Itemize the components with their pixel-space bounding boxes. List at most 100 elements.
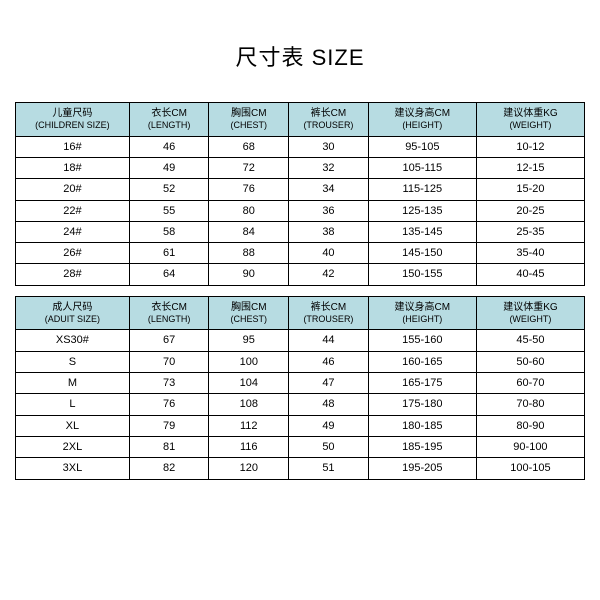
- table-row: L7610848175-18070-80: [16, 394, 585, 415]
- table-cell: M: [16, 373, 130, 394]
- table-cell: 108: [209, 394, 289, 415]
- table-cell: 112: [209, 415, 289, 436]
- table-cell: 145-150: [368, 243, 476, 264]
- table-cell: 155-160: [368, 330, 476, 351]
- table-cell: 25-35: [476, 221, 584, 242]
- table-cell: 22#: [16, 200, 130, 221]
- children-header-row: 儿童尺码(CHILDREN SIZE) 衣长CM(LENGTH) 胸围CM(CH…: [16, 103, 585, 137]
- col-length: 衣长CM(LENGTH): [129, 103, 209, 137]
- table-cell: 34: [289, 179, 369, 200]
- table-cell: 12-15: [476, 157, 584, 178]
- table-cell: 44: [289, 330, 369, 351]
- table-cell: 61: [129, 243, 209, 264]
- table-cell: 68: [209, 136, 289, 157]
- table-cell: 73: [129, 373, 209, 394]
- table-cell: 79: [129, 415, 209, 436]
- col-children-size: 儿童尺码(CHILDREN SIZE): [16, 103, 130, 137]
- table-cell: XS30#: [16, 330, 130, 351]
- table-cell: 90: [209, 264, 289, 285]
- col-length: 衣长CM(LENGTH): [129, 296, 209, 330]
- children-body: 16#46683095-10510-1218#497232105-11512-1…: [16, 136, 585, 285]
- table-cell: 185-195: [368, 436, 476, 457]
- table-cell: 70: [129, 351, 209, 372]
- table-cell: S: [16, 351, 130, 372]
- table-cell: 52: [129, 179, 209, 200]
- table-cell: 46: [129, 136, 209, 157]
- table-cell: 36: [289, 200, 369, 221]
- table-row: XS30#679544155-16045-50: [16, 330, 585, 351]
- table-cell: 51: [289, 458, 369, 479]
- table-cell: 45-50: [476, 330, 584, 351]
- table-cell: 76: [209, 179, 289, 200]
- table-cell: 95-105: [368, 136, 476, 157]
- table-cell: 55: [129, 200, 209, 221]
- col-adult-size: 成人尺码(ADUIT SIZE): [16, 296, 130, 330]
- page-title: 尺寸表 SIZE: [235, 40, 364, 72]
- table-cell: 120: [209, 458, 289, 479]
- table-cell: 49: [289, 415, 369, 436]
- table-cell: 10-12: [476, 136, 584, 157]
- col-weight: 建议体重KG(WEIGHT): [476, 103, 584, 137]
- col-chest: 胸围CM(CHEST): [209, 103, 289, 137]
- table-cell: XL: [16, 415, 130, 436]
- table-cell: 95: [209, 330, 289, 351]
- table-cell: 28#: [16, 264, 130, 285]
- table-cell: 105-115: [368, 157, 476, 178]
- adult-size-table: 成人尺码(ADUIT SIZE) 衣长CM(LENGTH) 胸围CM(CHEST…: [15, 296, 585, 480]
- table-row: S7010046160-16550-60: [16, 351, 585, 372]
- table-cell: 76: [129, 394, 209, 415]
- table-cell: 16#: [16, 136, 130, 157]
- table-cell: L: [16, 394, 130, 415]
- table-cell: 195-205: [368, 458, 476, 479]
- col-trouser: 裤长CM(TROUSER): [289, 296, 369, 330]
- table-cell: 67: [129, 330, 209, 351]
- table-row: 22#558036125-13520-25: [16, 200, 585, 221]
- table-cell: 135-145: [368, 221, 476, 242]
- table-cell: 50-60: [476, 351, 584, 372]
- table-row: 26#618840145-15035-40: [16, 243, 585, 264]
- table-cell: 150-155: [368, 264, 476, 285]
- table-row: 20#527634115-12515-20: [16, 179, 585, 200]
- table-cell: 125-135: [368, 200, 476, 221]
- table-cell: 80: [209, 200, 289, 221]
- table-cell: 48: [289, 394, 369, 415]
- table-cell: 40-45: [476, 264, 584, 285]
- table-row: 2XL8111650185-19590-100: [16, 436, 585, 457]
- table-cell: 50: [289, 436, 369, 457]
- table-cell: 58: [129, 221, 209, 242]
- table-cell: 60-70: [476, 373, 584, 394]
- table-cell: 30: [289, 136, 369, 157]
- col-height: 建议身高CM(HEIGHT): [368, 296, 476, 330]
- table-cell: 160-165: [368, 351, 476, 372]
- table-row: 3XL8212051195-205100-105: [16, 458, 585, 479]
- adult-body: XS30#679544155-16045-50S7010046160-16550…: [16, 330, 585, 479]
- table-cell: 82: [129, 458, 209, 479]
- table-cell: 38: [289, 221, 369, 242]
- table-row: 18#497232105-11512-15: [16, 157, 585, 178]
- table-cell: 32: [289, 157, 369, 178]
- table-row: M7310447165-17560-70: [16, 373, 585, 394]
- table-row: 24#588438135-14525-35: [16, 221, 585, 242]
- col-height: 建议身高CM(HEIGHT): [368, 103, 476, 137]
- table-cell: 20#: [16, 179, 130, 200]
- table-cell: 175-180: [368, 394, 476, 415]
- table-cell: 64: [129, 264, 209, 285]
- table-cell: 115-125: [368, 179, 476, 200]
- table-row: XL7911249180-18580-90: [16, 415, 585, 436]
- table-cell: 35-40: [476, 243, 584, 264]
- table-cell: 24#: [16, 221, 130, 242]
- table-cell: 88: [209, 243, 289, 264]
- children-size-table: 儿童尺码(CHILDREN SIZE) 衣长CM(LENGTH) 胸围CM(CH…: [15, 102, 585, 286]
- table-cell: 72: [209, 157, 289, 178]
- col-trouser: 裤长CM(TROUSER): [289, 103, 369, 137]
- table-cell: 47: [289, 373, 369, 394]
- table-cell: 81: [129, 436, 209, 457]
- table-cell: 20-25: [476, 200, 584, 221]
- table-cell: 180-185: [368, 415, 476, 436]
- table-cell: 104: [209, 373, 289, 394]
- col-weight: 建议体重KG(WEIGHT): [476, 296, 584, 330]
- adult-header-row: 成人尺码(ADUIT SIZE) 衣长CM(LENGTH) 胸围CM(CHEST…: [16, 296, 585, 330]
- table-cell: 116: [209, 436, 289, 457]
- table-cell: 46: [289, 351, 369, 372]
- table-cell: 80-90: [476, 415, 584, 436]
